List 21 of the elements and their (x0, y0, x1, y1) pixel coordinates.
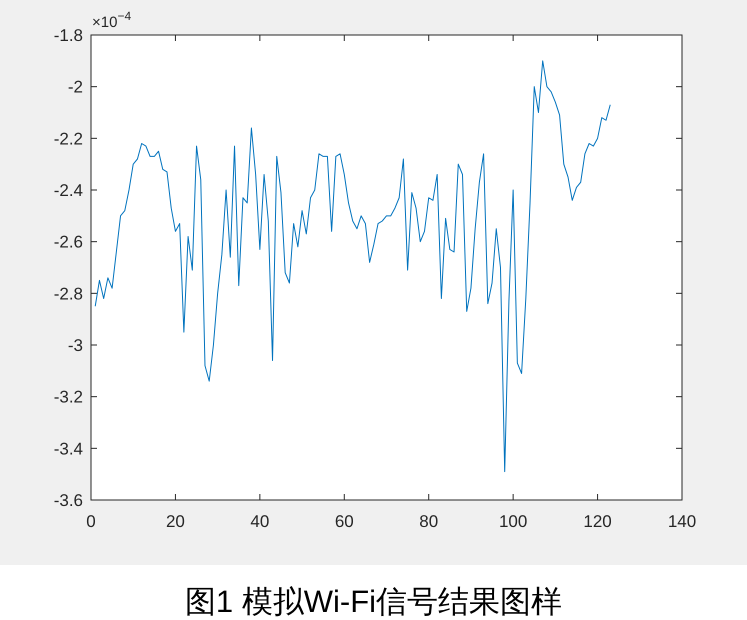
y-tick-label: -3.4 (54, 439, 83, 458)
x-tick-label: 120 (583, 512, 612, 531)
y-tick-label: -2.6 (54, 232, 83, 252)
y-tick-label: -2.8 (54, 284, 83, 304)
y-tick-label: -2.2 (54, 129, 83, 148)
x-tick-label: 20 (166, 512, 185, 531)
y-tick-label: -3 (68, 336, 83, 355)
x-tick-label: 0 (86, 512, 96, 531)
line-series (94, 60, 611, 472)
y-tick-label: -1.8 (54, 26, 83, 45)
x-tick-label: 80 (419, 512, 438, 531)
x-tick-label: 40 (250, 512, 270, 531)
y-tick-label: -3.6 (54, 491, 83, 510)
text: ×10$^{−4}$ (92, 9, 132, 31)
y-tick-label: -2.4 (54, 181, 83, 200)
y-tick-label: -2 (68, 78, 83, 97)
x-tick-label: 140 (668, 512, 696, 531)
x-tick-label: 100 (498, 512, 528, 531)
y-tick-label: -3.2 (54, 388, 83, 407)
caption: 图1 模拟Wi-Fi信号结果图样 (184, 584, 562, 619)
x-tick-label: 60 (334, 512, 354, 531)
